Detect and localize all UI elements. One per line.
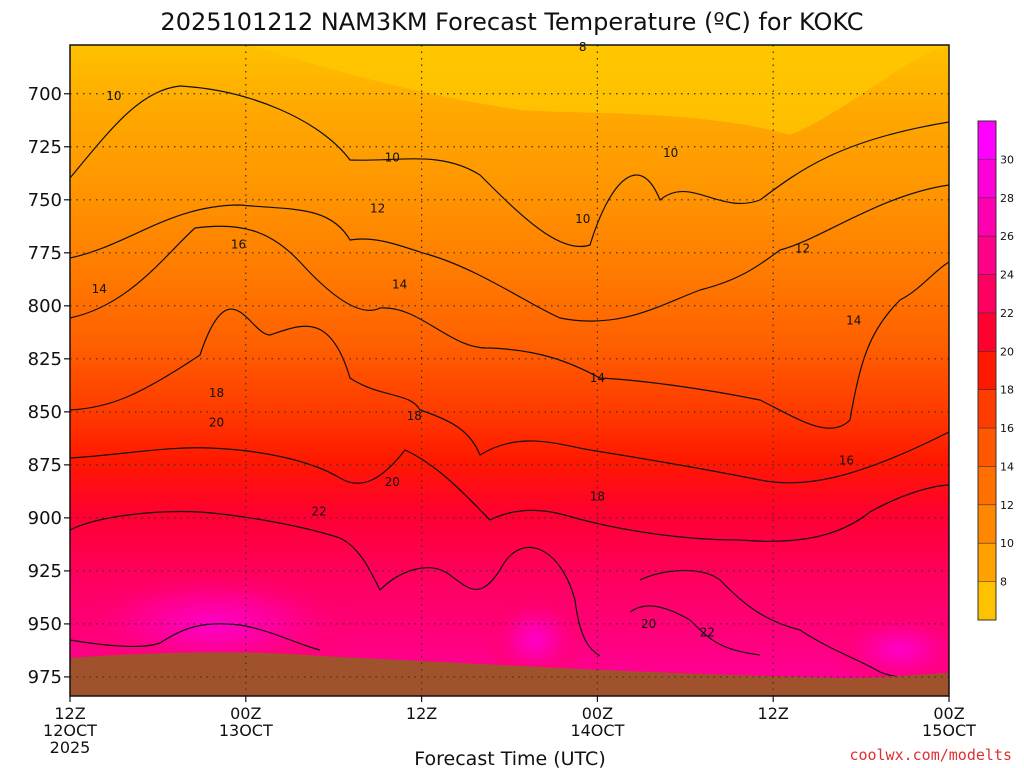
contour-label: 10	[385, 150, 400, 164]
cool-pocket-top	[250, 45, 949, 135]
y-tick-label: 700	[28, 84, 62, 105]
contour-label: 20	[641, 617, 656, 631]
contour-label: 14	[92, 282, 107, 296]
contour-label: 14	[590, 371, 605, 385]
colorbar-label: 20	[1000, 345, 1014, 358]
colorbar-label: 12	[1000, 499, 1014, 512]
colorbar-label: 30	[1000, 153, 1014, 166]
contour-label: 22	[311, 505, 326, 519]
x-tick-label: 14OCT	[570, 721, 624, 740]
contour-label: 12	[795, 242, 810, 256]
colorbar-label: 24	[1000, 269, 1014, 282]
y-tick-label: 950	[28, 614, 62, 635]
y-axis: 700 725 750 775 800 825 850 875 900 925 950 975	[28, 84, 70, 688]
x-tick-label: 12OCT	[43, 721, 97, 740]
contour-label: 14	[846, 314, 861, 328]
grid-lines	[70, 45, 949, 696]
colorbar-swatch	[978, 121, 996, 160]
x-tick-label: 00Z	[933, 704, 964, 723]
chart-title: 2025101212 NAM3KM Forecast Temperature (…	[160, 8, 863, 36]
colorbar-swatch	[978, 543, 996, 582]
x-tick-label: 00Z	[582, 704, 613, 723]
colorbar-swatch	[978, 428, 996, 467]
y-tick-label: 875	[28, 455, 62, 476]
x-tick-label: 15OCT	[922, 721, 976, 740]
warm-pocket-15oct	[830, 610, 949, 690]
colorbar-label: 8	[1000, 576, 1007, 589]
warm-pocket-13oct	[70, 570, 365, 680]
contour-label: 20	[209, 415, 224, 429]
y-tick-label: 775	[28, 243, 62, 264]
y-tick-label: 975	[28, 667, 62, 688]
contour-label: 18	[209, 386, 224, 400]
credit-link[interactable]: coolwx.com/modelts	[849, 746, 1012, 764]
colorbar-label: 14	[1000, 460, 1014, 473]
colorbar-swatch	[978, 159, 996, 198]
y-tick-label: 825	[28, 349, 62, 370]
x-axis-label: Forecast Time (UTC)	[414, 748, 605, 768]
y-tick-label: 750	[28, 190, 62, 211]
contour-label: 10	[663, 146, 678, 160]
warm-pocket-14oct	[485, 595, 585, 685]
colorbar-swatch	[978, 351, 996, 390]
y-tick-label: 850	[28, 402, 62, 423]
x-tick-label: 12Z	[758, 704, 789, 723]
colorbar-swatch	[978, 581, 996, 620]
colorbar-swatch	[978, 504, 996, 544]
contour-label: 22	[700, 625, 715, 639]
y-tick-label: 725	[28, 137, 62, 158]
contour-label: 14	[392, 278, 407, 292]
contour-labels: 10 10 8 10 10 12 12 16 14 14 14 14 18 18 20 20 18 16 22 20 2…	[92, 40, 862, 639]
x-tick-label: 2025	[50, 738, 91, 757]
plot-frame	[69, 44, 950, 697]
contour-label: 16	[231, 237, 246, 251]
colorbar-label: 16	[1000, 422, 1014, 435]
colorbar-swatch	[978, 274, 996, 313]
colorbar-label: 22	[1000, 307, 1014, 320]
colorbar-frame	[977, 120, 997, 621]
colorbar-label: 26	[1000, 230, 1014, 243]
colorbar-swatch	[978, 197, 996, 237]
contour-label: 18	[590, 490, 605, 504]
y-tick-label: 800	[28, 296, 62, 317]
contour-label: 10	[575, 212, 590, 226]
contour-label: 12	[370, 201, 385, 215]
contour-label: 8	[579, 40, 587, 54]
colorbar: 8 10 12 14 16 18 20 22 24 26 28 30	[977, 120, 1014, 621]
x-tick-label: 13OCT	[219, 721, 273, 740]
colorbar-swatch	[978, 389, 996, 429]
contour-label: 18	[407, 409, 422, 423]
contour-label: 16	[839, 454, 854, 468]
colorbar-swatch	[978, 236, 996, 275]
colorbar-swatch	[978, 466, 996, 505]
plot-area	[70, 45, 949, 696]
terrain-surface	[70, 652, 949, 696]
colorbar-label: 10	[1000, 537, 1014, 550]
x-tick-label: 00Z	[230, 704, 261, 723]
contour-label: 20	[385, 475, 400, 489]
contour-label: 10	[106, 89, 121, 103]
colorbar-label: 28	[1000, 192, 1014, 205]
y-tick-label: 925	[28, 561, 62, 582]
x-tick-label: 12Z	[406, 704, 437, 723]
x-tick-label: 12Z	[54, 704, 85, 723]
y-tick-label: 900	[28, 508, 62, 529]
colorbar-label: 18	[1000, 384, 1014, 397]
colorbar-swatch	[978, 312, 996, 352]
